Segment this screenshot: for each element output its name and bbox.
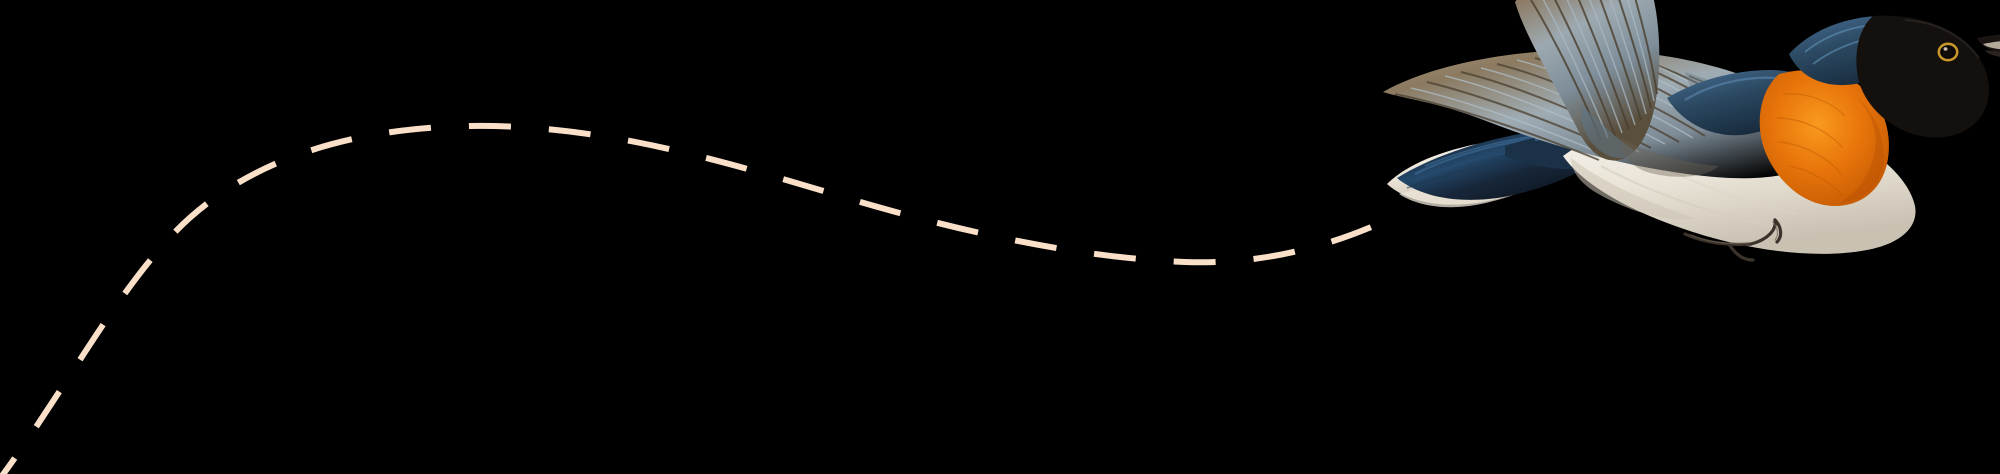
bird-feet <box>1683 218 1783 262</box>
bird-breast <box>1759 70 1889 206</box>
bird-feet-highlight <box>1690 221 1779 245</box>
bird-beak <box>1977 34 2000 57</box>
bird-tail <box>1387 129 1629 208</box>
bird-eye <box>1937 42 1959 62</box>
dashed-flight-trail <box>0 122 1402 474</box>
bird-wing-upper <box>1515 0 1660 161</box>
wing-body-shadow <box>1621 138 1719 177</box>
